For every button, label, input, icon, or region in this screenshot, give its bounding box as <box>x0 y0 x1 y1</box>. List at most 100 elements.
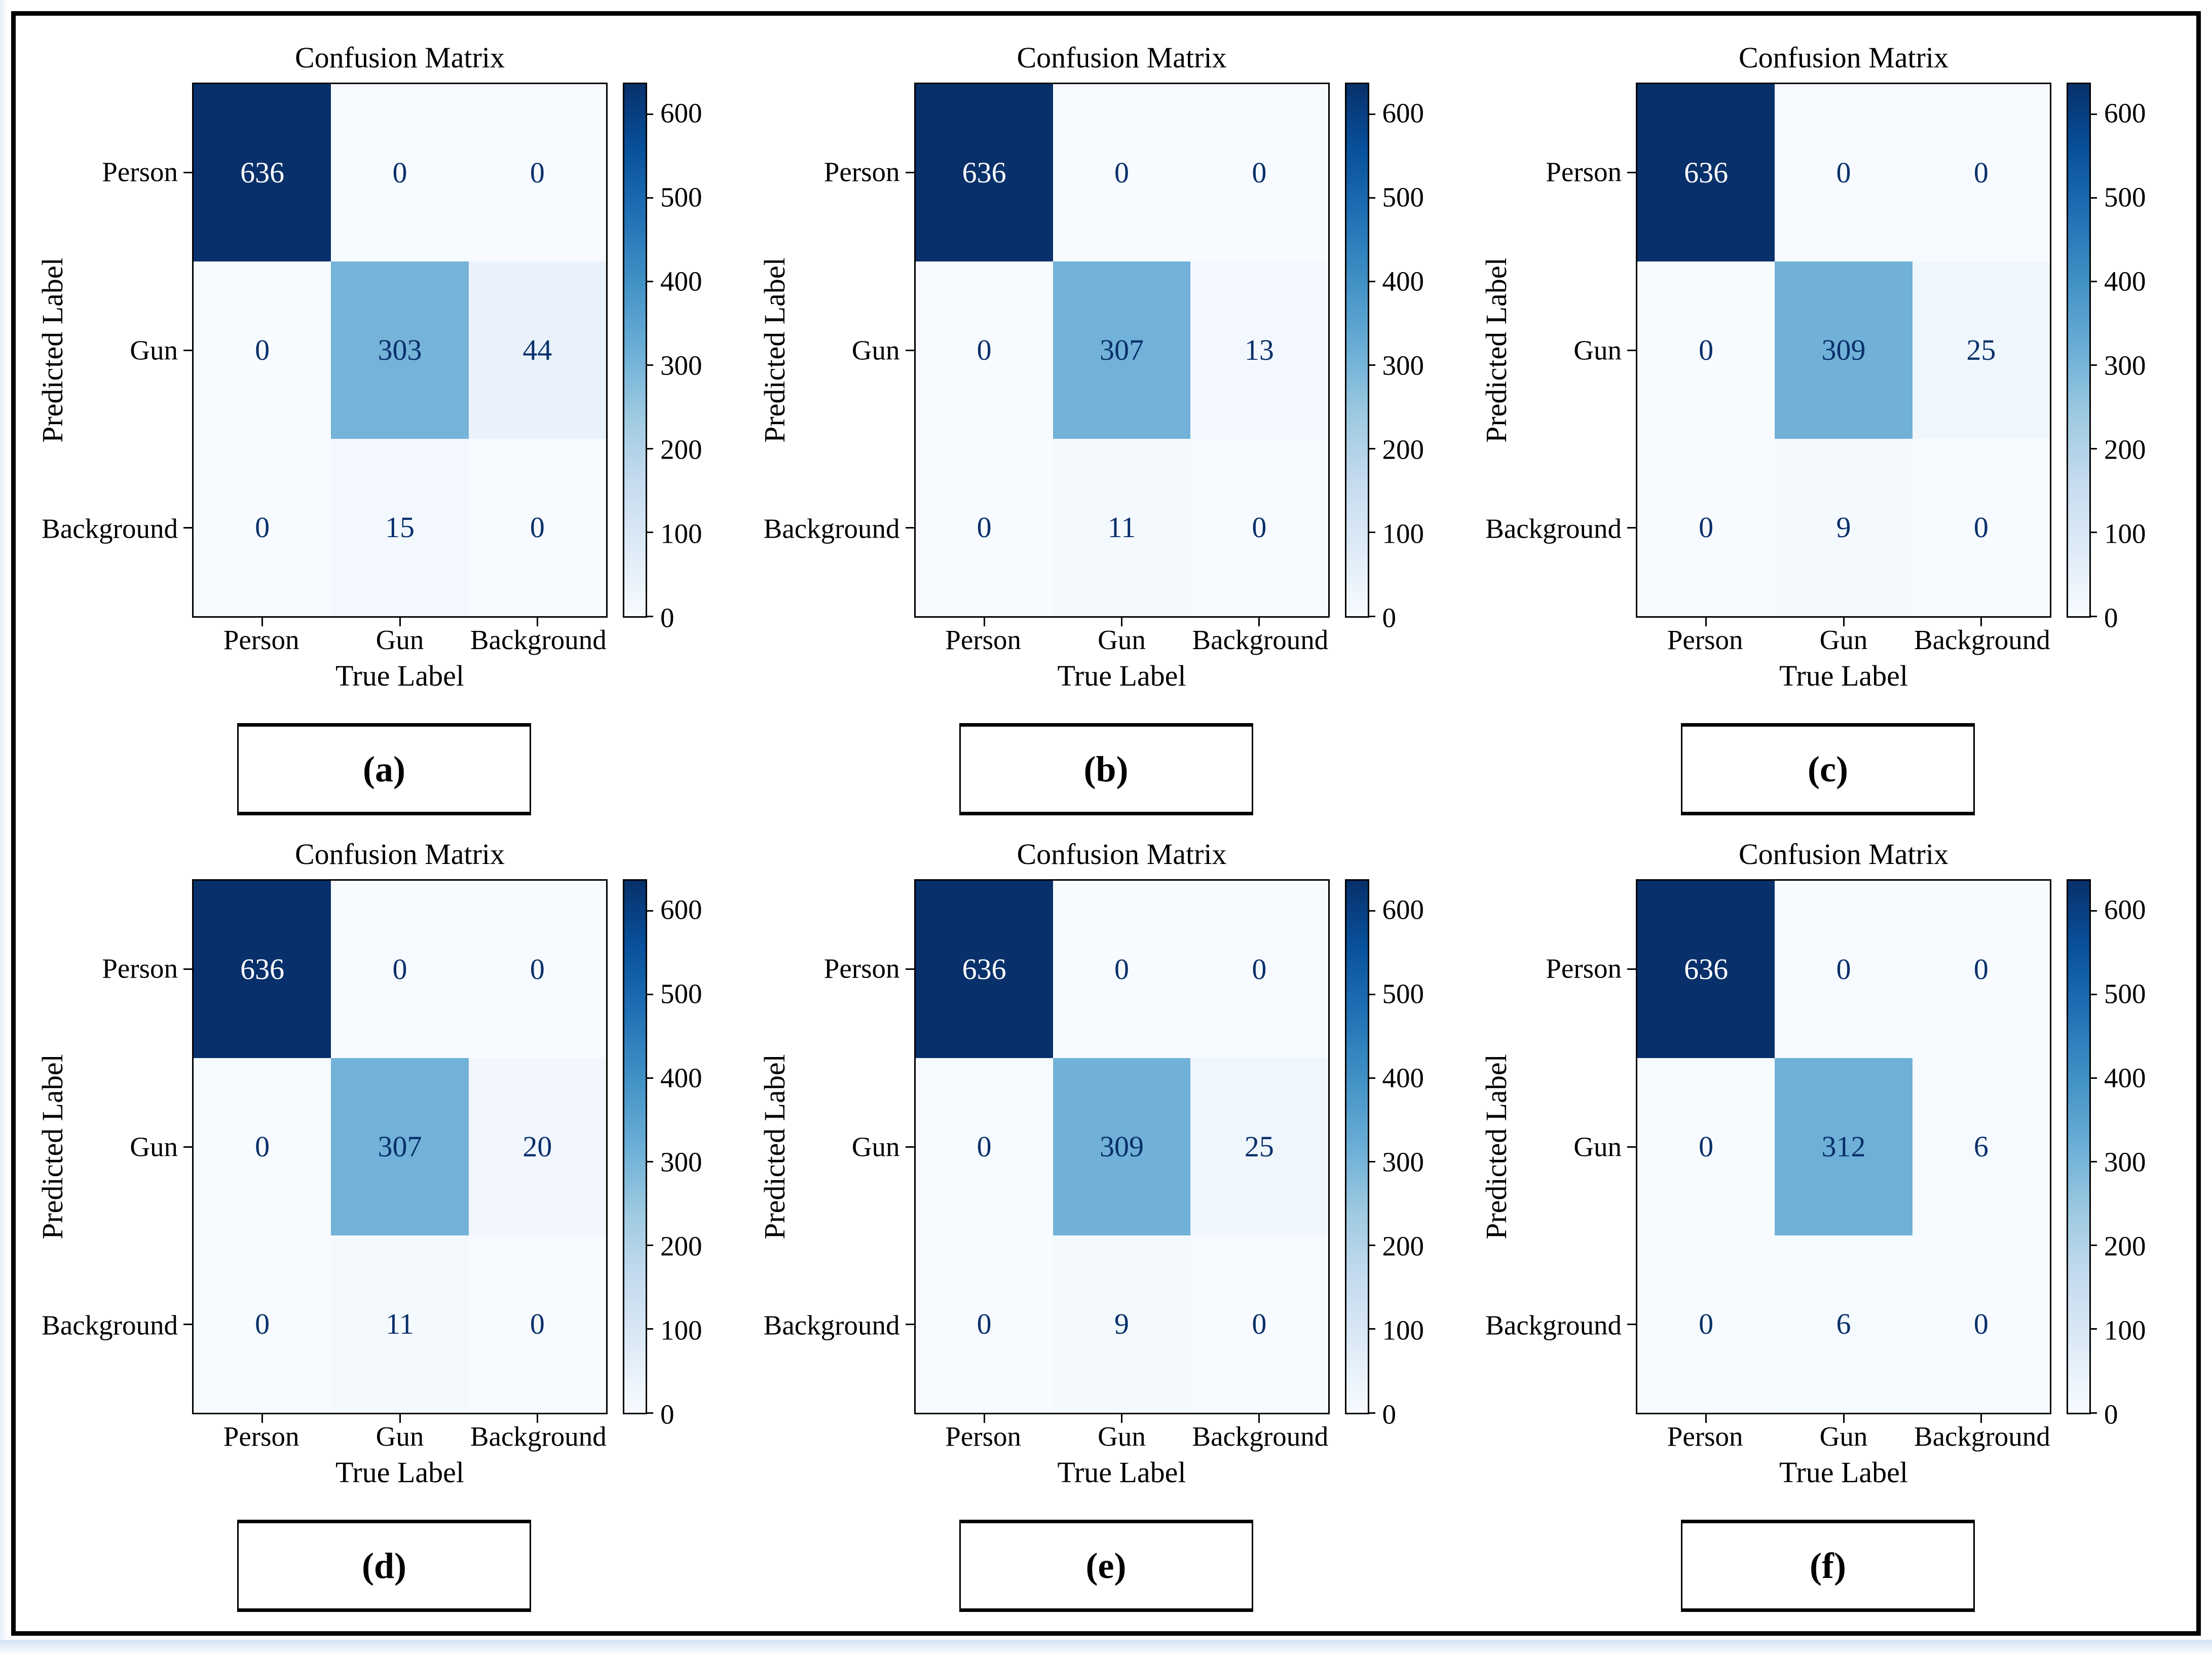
colorbar-tick-mark <box>1367 994 1375 996</box>
colorbar-tick-label: 400 <box>2104 1062 2146 1094</box>
cell-value: 6 <box>1973 1130 1989 1163</box>
colorbar-tick-mark <box>1367 1412 1375 1414</box>
heatmap-cell: 0 <box>194 261 331 439</box>
colorbar <box>623 83 653 618</box>
colorbar-tick-label: 0 <box>1382 1399 1397 1430</box>
x-tick-label: Person <box>1667 1421 1743 1452</box>
colorbar-tick-label: 600 <box>2104 97 2146 129</box>
colorbar-tick-label: 500 <box>660 181 702 213</box>
cell-value: 0 <box>255 333 270 366</box>
confusion-matrix-figure: Confusion Matrix Predicted Label Person G… <box>757 40 1455 704</box>
caption-label: (d) <box>362 1546 406 1586</box>
y-tick-label: Background <box>1485 1309 1622 1341</box>
bottom-gradient-strip <box>0 1640 2212 1655</box>
colorbar-tick-mark <box>2089 281 2097 283</box>
cell-value: 636 <box>962 953 1006 986</box>
colorbar-tick-mark <box>646 448 653 450</box>
x-tick-labels: Person Gun Background <box>914 618 1330 657</box>
cell-value: 0 <box>1252 953 1267 986</box>
y-axis-tick-mark <box>1627 172 1636 174</box>
y-tick-label: Person <box>102 953 178 984</box>
confusion-matrix-figure: Confusion Matrix Predicted Label Person G… <box>1479 837 2177 1500</box>
x-axis-tick-mark <box>1705 618 1707 626</box>
x-axis-tick-mark <box>1705 1414 1707 1423</box>
heatmap-cell: 6 <box>1912 1058 2050 1235</box>
heatmap-cell: 9 <box>1775 439 1913 616</box>
colorbar-tick-label: 200 <box>1382 434 1424 465</box>
colorbar-tick-label: 400 <box>660 1062 702 1094</box>
colorbar-tick-label: 0 <box>2104 602 2118 633</box>
cell-value: 307 <box>378 1130 422 1163</box>
colorbar-tick-label: 100 <box>660 518 702 549</box>
cell-value: 9 <box>1836 511 1851 544</box>
heatmap-cell: 0 <box>1637 439 1775 616</box>
x-tick-labels: Person Gun Background <box>1636 618 2051 657</box>
colorbar-tick-mark <box>2089 1328 2097 1330</box>
x-axis-tick-mark <box>983 1414 985 1423</box>
colorbar-tick-mark <box>646 994 653 996</box>
colorbar-tick-mark <box>2089 1161 2097 1163</box>
colorbar-tick-label: 0 <box>660 602 674 633</box>
cell-value: 0 <box>255 1130 270 1163</box>
cell-value: 309 <box>1821 333 1866 366</box>
y-axis-tick-mark <box>905 526 914 529</box>
colorbar-tick-label: 0 <box>2104 1399 2118 1430</box>
x-tick-label: Gun <box>376 624 424 655</box>
heatmap-cell: 636 <box>194 881 331 1058</box>
x-axis-tick-mark <box>261 618 264 626</box>
x-tick-label: Background <box>1914 624 2050 655</box>
colorbar-tick-mark <box>646 281 653 283</box>
colorbar <box>2067 879 2097 1414</box>
colorbar-tick-label: 600 <box>660 97 702 129</box>
x-axis-label: True Label <box>335 1456 464 1489</box>
y-tick-label: Gun <box>1573 1131 1622 1162</box>
cell-value: 6 <box>1836 1307 1851 1340</box>
colorbar-tick-label: 100 <box>2104 518 2146 549</box>
y-tick-label: Gun <box>130 1131 178 1162</box>
x-axis-tick-mark <box>1980 1414 1982 1423</box>
colorbar-tick-label: 600 <box>1382 97 1424 129</box>
y-tick-labels: Person Gun Background <box>764 879 914 1414</box>
cell-value: 0 <box>977 1307 992 1340</box>
y-tick-labels: Person Gun Background <box>1485 83 1636 618</box>
y-tick-labels: Person Gun Background <box>764 83 914 618</box>
x-axis-label: True Label <box>335 659 464 692</box>
colorbar-tick-label: 500 <box>2104 181 2146 213</box>
chart-title: Confusion Matrix <box>1738 41 1949 74</box>
colorbar-tick-label: 200 <box>2104 1230 2146 1262</box>
colorbar-tick-label: 500 <box>660 978 702 1009</box>
colorbar-tick-label: 100 <box>1382 1314 1424 1346</box>
cell-value: 0 <box>1699 1307 1714 1340</box>
colorbar-tick-label: 0 <box>1382 602 1397 633</box>
y-axis-tick-mark <box>905 968 914 970</box>
x-tick-labels: Person Gun Background <box>914 1414 1330 1454</box>
cell-value: 0 <box>530 953 545 986</box>
heatmap-cell: 636 <box>1637 84 1775 261</box>
caption-box: (d) <box>237 1520 531 1612</box>
cell-value: 11 <box>386 1307 414 1340</box>
x-axis-label: True Label <box>1057 1456 1186 1489</box>
cell-value: 25 <box>1244 1130 1274 1163</box>
heatmap-cell: 636 <box>194 84 331 261</box>
y-tick-label: Background <box>42 513 178 544</box>
cell-value: 0 <box>977 333 992 366</box>
colorbar-tick-label: 300 <box>1382 1146 1424 1178</box>
heatmap-cell: 0 <box>194 439 331 616</box>
heatmap-cell: 11 <box>331 1235 469 1413</box>
confusion-matrix-panel: Confusion Matrix Predicted Label Person G… <box>757 837 1455 1612</box>
confusion-matrix-panel: Confusion Matrix Predicted Label Person G… <box>1479 837 2177 1612</box>
y-tick-label: Background <box>1485 513 1622 544</box>
cell-value: 0 <box>977 1130 992 1163</box>
heatmap-cell: 20 <box>468 1058 606 1235</box>
colorbar-tick-mark <box>1367 1245 1375 1247</box>
heatmap: 636 0 0 0 309 25 0 9 0 <box>905 879 1330 1423</box>
colorbar-tick-label: 100 <box>2104 1314 2146 1346</box>
heatmap-cell: 13 <box>1190 261 1328 439</box>
heatmap-cell: 0 <box>468 1235 606 1413</box>
colorbar-tick-labels: 0 100 200 300 400 500 600 <box>647 83 733 631</box>
confusion-matrix-figure: Confusion Matrix Predicted Label Person G… <box>757 837 1455 1500</box>
cell-value: 309 <box>1099 1130 1144 1163</box>
cell-value: 0 <box>1699 1130 1714 1163</box>
heatmap-cell: 636 <box>1637 881 1775 1058</box>
colorbar-tick-mark <box>1367 364 1375 366</box>
